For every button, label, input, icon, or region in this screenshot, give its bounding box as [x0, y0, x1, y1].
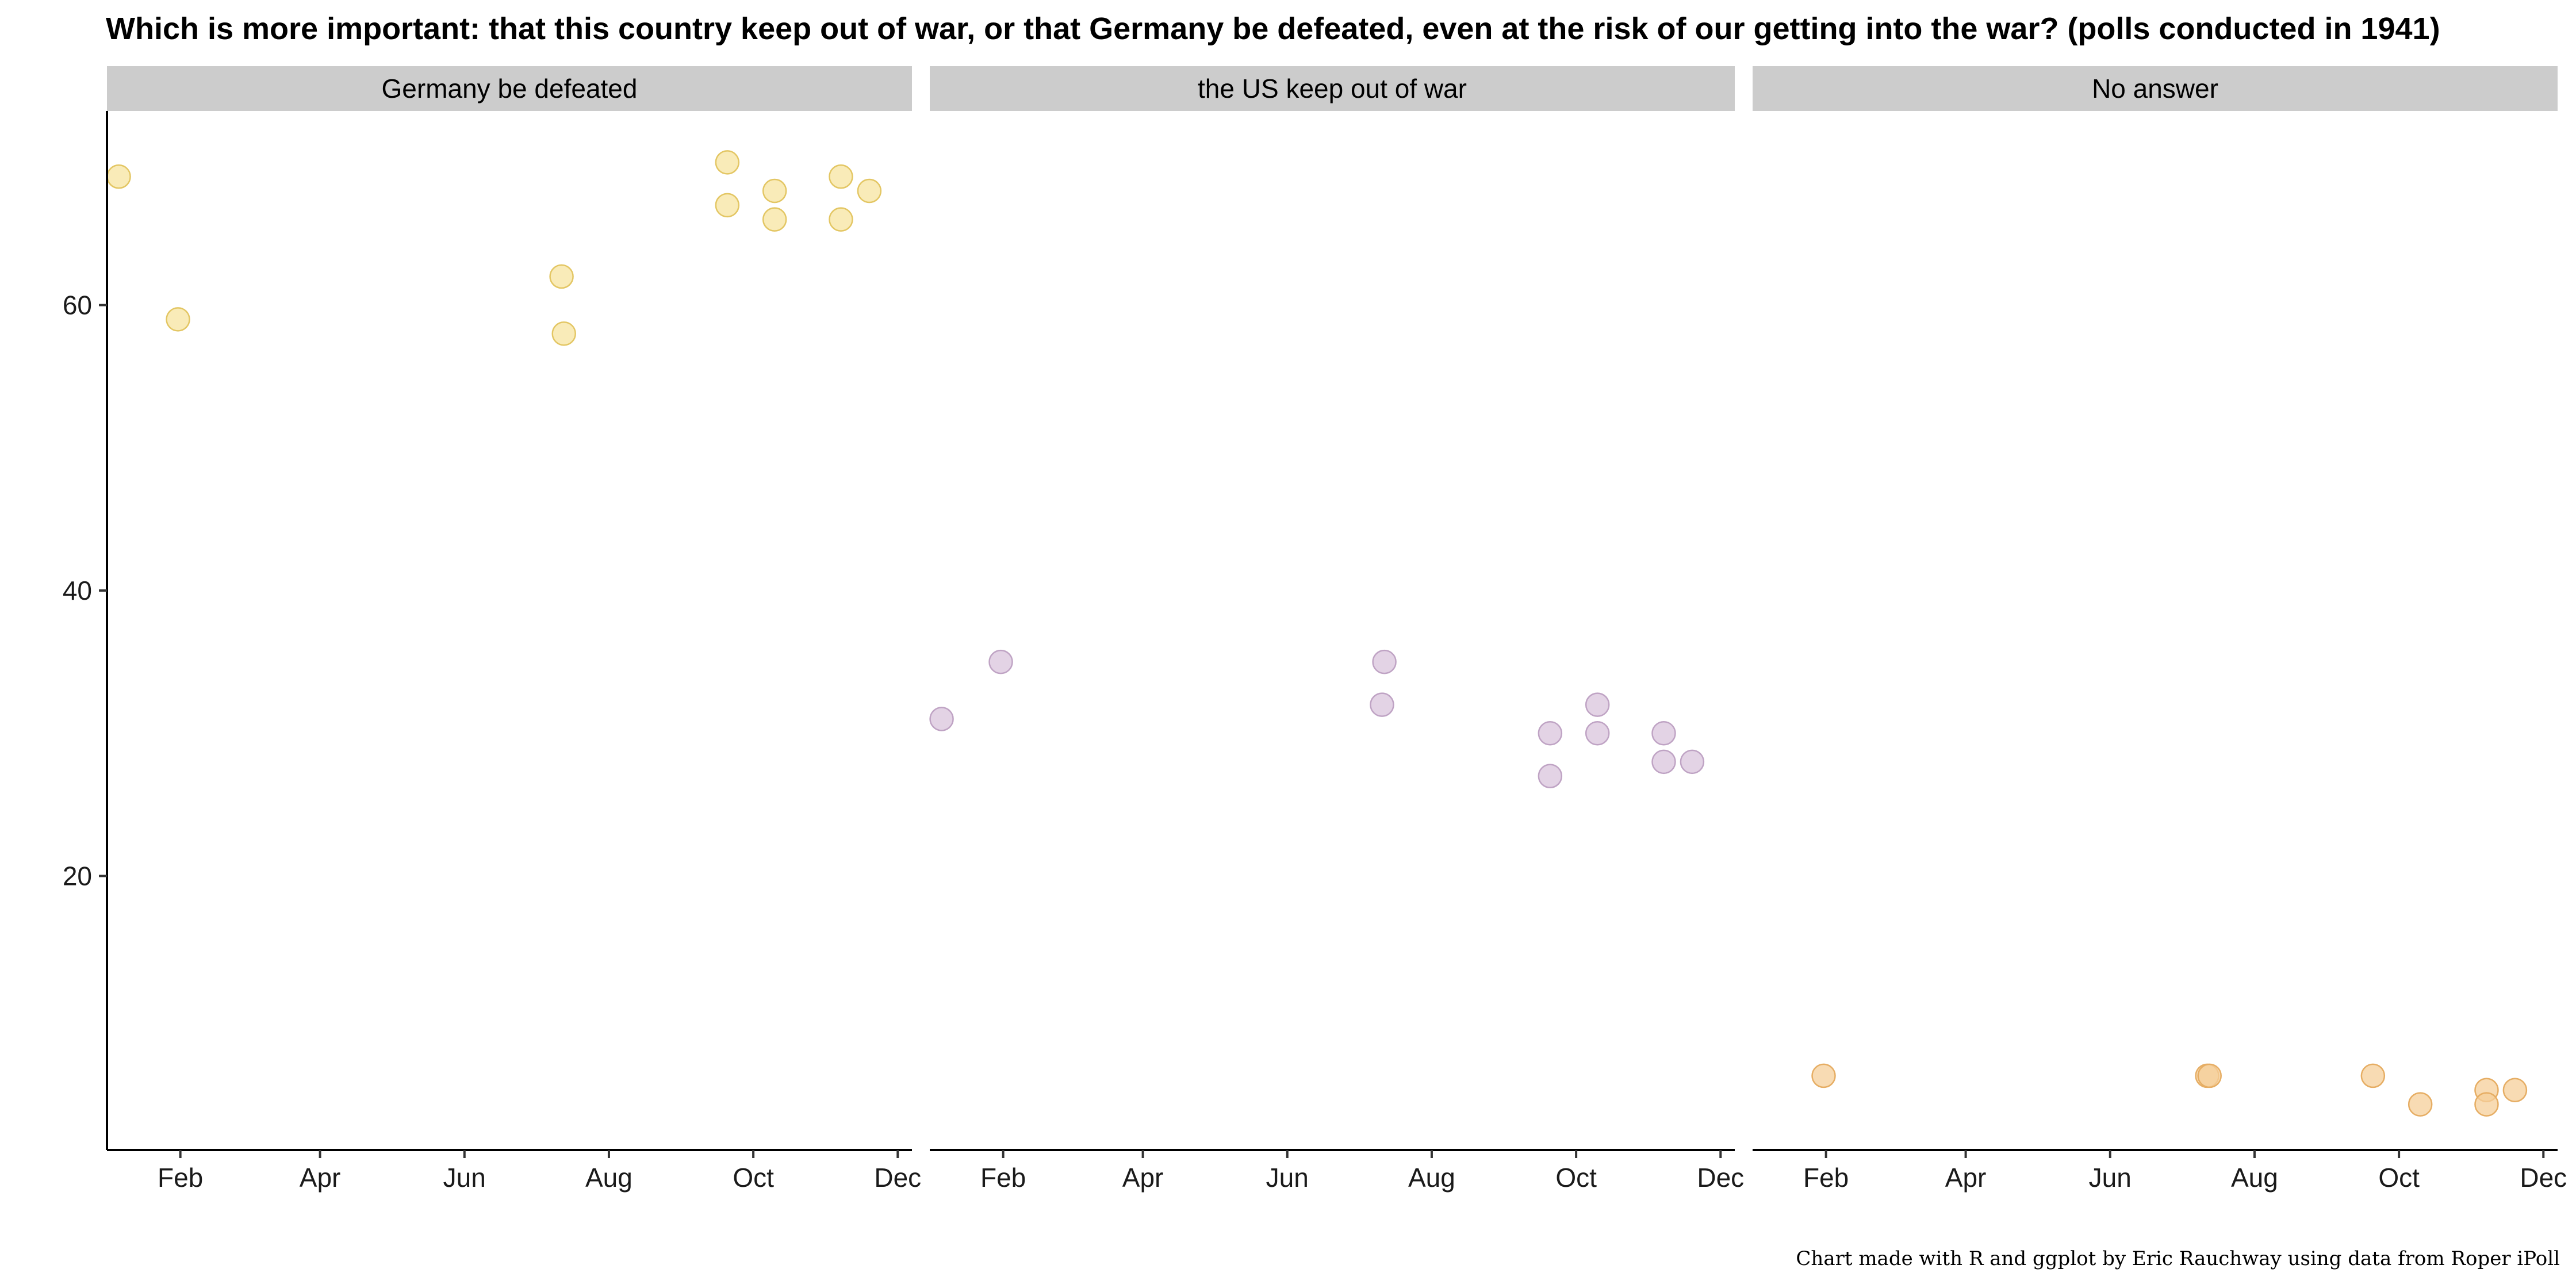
data-point [2360, 1063, 2386, 1088]
x-tick-label: Jun [2089, 1163, 2132, 1193]
facet-strip-label: Germany be defeated [382, 74, 638, 103]
x-tick-label: Dec [1697, 1163, 1744, 1193]
facet-strip [930, 66, 1735, 111]
y-axis: 20 40 60 [63, 111, 108, 1150]
x-tick-label: Oct [733, 1163, 774, 1193]
x-tick-label: Dec [874, 1163, 921, 1193]
data-point [829, 207, 853, 232]
x-tick-label: Jun [1266, 1163, 1309, 1193]
x-tick-label: Feb [980, 1163, 1026, 1193]
data-point [2197, 1063, 2222, 1088]
facet-strip-label: the US keep out of war [1198, 74, 1467, 103]
data-point [1680, 749, 1705, 775]
chart-caption: Chart made with R and ggplot by Eric Rau… [1796, 1247, 2560, 1270]
x-tick-label: Dec [2520, 1163, 2567, 1193]
x-tick-label: Oct [2378, 1163, 2420, 1193]
y-tick-label: 60 [63, 290, 92, 320]
data-point [929, 707, 954, 731]
facet-panel: Germany be defeated Feb Apr Jun Aug Oct Dec [106, 66, 921, 1193]
facet-strip [107, 66, 912, 111]
data-point [106, 164, 131, 189]
x-tick-label: Jun [443, 1163, 486, 1193]
x-tick-label: Aug [1408, 1163, 1455, 1193]
x-tick-label: Aug [585, 1163, 632, 1193]
data-point [549, 264, 574, 289]
x-tick-label: Aug [2231, 1163, 2278, 1193]
data-point [829, 164, 853, 189]
data-point [2474, 1092, 2499, 1117]
x-tick-label: Apr [300, 1163, 341, 1193]
chart-title: Which is more important: that this count… [106, 12, 2440, 46]
facet-strip [1753, 66, 2558, 111]
y-tick-label: 20 [63, 861, 92, 891]
data-point [551, 321, 576, 346]
x-tick-label: Apr [1945, 1163, 1987, 1193]
data-point [1585, 692, 1610, 717]
data-point [1372, 649, 1397, 674]
x-tick-label: Oct [1555, 1163, 1597, 1193]
data-point [2408, 1092, 2433, 1117]
data-point [988, 649, 1013, 674]
x-tick-label: Feb [1803, 1163, 1849, 1193]
data-point [1585, 720, 1610, 746]
data-point [1651, 720, 1676, 746]
y-tick-label: 40 [63, 576, 92, 605]
data-point [1811, 1063, 1836, 1088]
data-point [857, 178, 882, 204]
data-point [715, 150, 740, 175]
data-point [762, 178, 787, 204]
x-tick-label: Feb [158, 1163, 203, 1193]
facet-panel: the US keep out of war Feb Apr Jun Aug Oct Dec [929, 66, 1744, 1193]
data-point [715, 193, 740, 218]
data-point [166, 307, 190, 332]
facet-panel: No answer Feb Apr Jun Aug Oct Dec [1753, 66, 2567, 1193]
x-tick-label: Apr [1122, 1163, 1164, 1193]
data-point [762, 207, 787, 232]
facet-strip-label: No answer [2092, 74, 2218, 103]
data-point [1538, 764, 1563, 788]
data-point [2502, 1078, 2528, 1102]
data-point [1538, 720, 1563, 746]
data-point [1370, 692, 1394, 717]
data-point [1651, 749, 1676, 775]
